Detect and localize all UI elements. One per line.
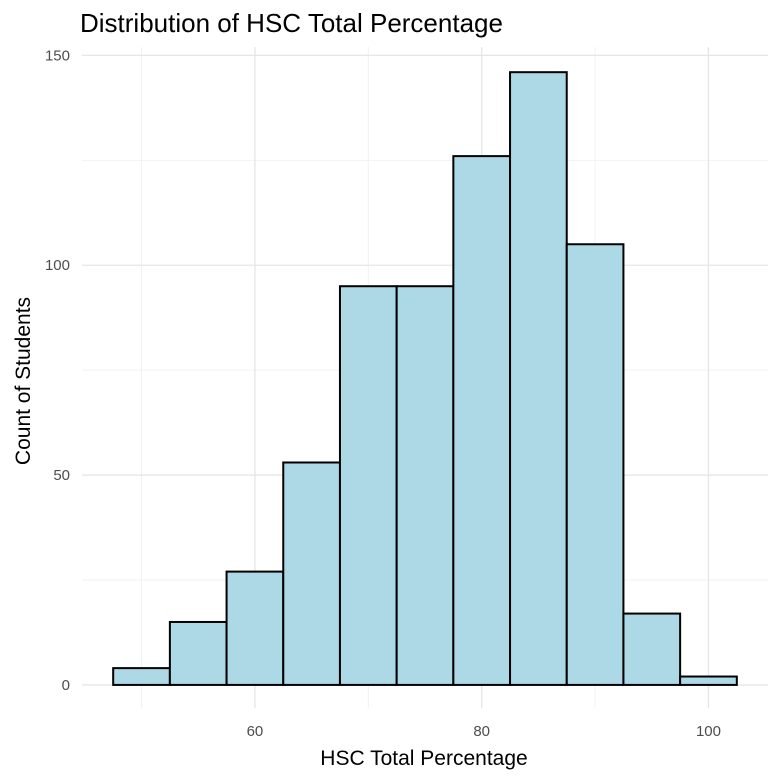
- histogram-bar-8: [509, 71, 568, 686]
- histogram-bar-9: [565, 243, 625, 686]
- ticks-layer: 60 80 100 0 50 100 150: [45, 47, 721, 740]
- y-tick-label: 0: [62, 677, 70, 694]
- x-tick-label: 60: [247, 723, 264, 740]
- x-tick-label: 100: [696, 723, 721, 740]
- y-tick-label: 50: [53, 467, 70, 484]
- histogram-bar-5: [338, 285, 398, 686]
- histogram-bar-2: [168, 620, 228, 686]
- histogram-bar-3: [225, 570, 285, 686]
- histogram-bar-7: [452, 155, 512, 686]
- histogram-bar-1: [112, 667, 171, 686]
- histogram-bar-6: [395, 285, 455, 686]
- bars-layer: [112, 71, 738, 686]
- y-tick-label: 150: [45, 47, 70, 64]
- chart-title: Distribution of HSC Total Percentage: [80, 8, 503, 38]
- x-axis-title: HSC Total Percentage: [320, 747, 527, 770]
- histogram-bar-4: [282, 461, 341, 686]
- y-tick-label: 100: [45, 257, 70, 274]
- histogram-bar-10: [622, 612, 682, 686]
- y-axis-title: Count of Students: [12, 297, 35, 465]
- x-tick-label: 80: [473, 723, 490, 740]
- histogram-bar-11: [679, 675, 738, 686]
